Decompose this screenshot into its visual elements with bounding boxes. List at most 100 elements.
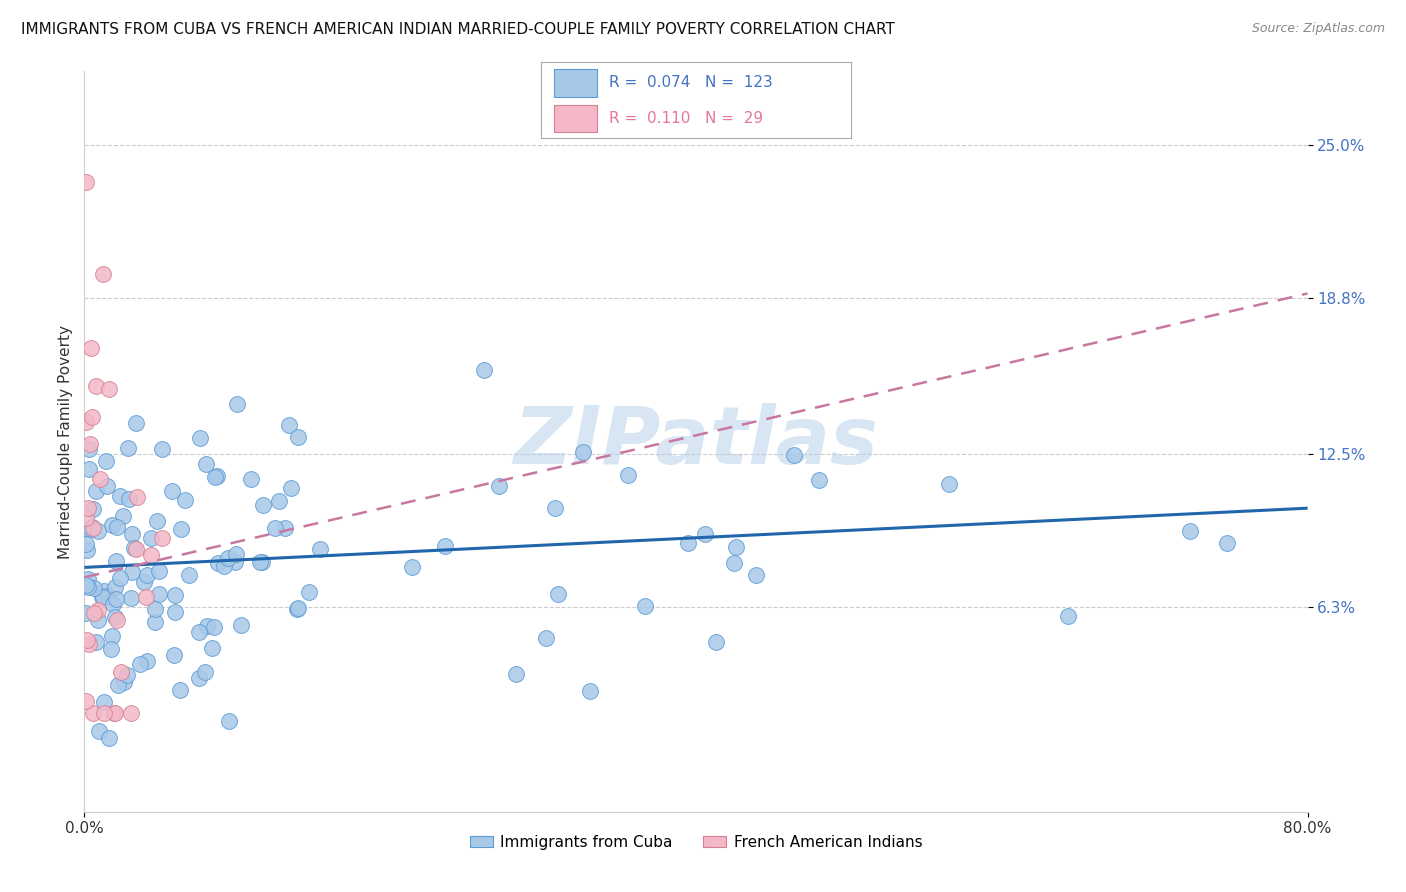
Point xyxy=(110,571,132,585)
Point xyxy=(783,449,806,463)
Point xyxy=(80,341,103,355)
Point xyxy=(267,493,290,508)
Point xyxy=(579,684,602,698)
Point xyxy=(287,600,309,615)
Point xyxy=(488,479,510,493)
Point xyxy=(100,641,122,656)
Point xyxy=(105,613,128,627)
Point xyxy=(118,492,141,507)
Point xyxy=(146,514,169,528)
Point xyxy=(110,665,132,679)
Point xyxy=(127,491,149,505)
Point xyxy=(97,731,120,745)
Point xyxy=(634,599,657,613)
Point xyxy=(150,531,173,545)
Point xyxy=(1057,609,1080,624)
Point xyxy=(433,539,456,553)
Point xyxy=(84,635,107,649)
Point xyxy=(278,418,301,433)
Point xyxy=(401,560,423,574)
Point xyxy=(80,519,103,533)
Point xyxy=(105,520,128,534)
Point xyxy=(101,597,124,611)
Point xyxy=(188,431,211,445)
Point xyxy=(693,527,716,541)
Point xyxy=(129,657,152,671)
Point xyxy=(547,587,569,601)
Point xyxy=(274,521,297,535)
Point xyxy=(121,527,143,541)
Point xyxy=(83,606,105,620)
Point xyxy=(135,568,157,582)
Point xyxy=(117,442,139,456)
Point xyxy=(150,442,173,456)
Point xyxy=(280,481,302,495)
Point xyxy=(217,551,239,566)
Point xyxy=(96,589,118,603)
Point xyxy=(207,469,229,483)
Point xyxy=(76,572,98,586)
Point xyxy=(143,615,166,629)
Point xyxy=(204,470,226,484)
Point xyxy=(97,382,120,396)
Point xyxy=(82,501,104,516)
Point xyxy=(83,582,105,596)
Point xyxy=(202,620,225,634)
Point xyxy=(93,584,115,599)
Point xyxy=(162,648,184,663)
Point xyxy=(212,559,235,574)
Point xyxy=(505,667,527,681)
Point xyxy=(250,555,273,569)
Point xyxy=(79,442,101,456)
Point xyxy=(75,176,97,190)
Point xyxy=(194,665,217,680)
Point xyxy=(111,509,134,524)
Point xyxy=(82,706,104,720)
Point xyxy=(120,591,142,605)
Point xyxy=(110,489,132,503)
Point xyxy=(148,587,170,601)
Point xyxy=(225,547,247,561)
Point xyxy=(87,724,110,739)
Point xyxy=(94,454,117,468)
Point xyxy=(121,566,143,580)
Point xyxy=(1216,536,1239,550)
Point xyxy=(104,609,127,624)
Point xyxy=(572,445,595,459)
Point xyxy=(76,632,98,647)
Point xyxy=(107,678,129,692)
Point xyxy=(240,471,263,485)
Text: IMMIGRANTS FROM CUBA VS FRENCH AMERICAN INDIAN MARRIED-COUPLE FAMILY POVERTY COR: IMMIGRANTS FROM CUBA VS FRENCH AMERICAN … xyxy=(21,22,896,37)
Point xyxy=(104,580,127,594)
Point xyxy=(76,522,98,536)
Point xyxy=(704,635,727,649)
Point xyxy=(76,543,98,558)
Point xyxy=(169,522,191,536)
Point xyxy=(169,683,191,698)
Point xyxy=(124,541,146,556)
Point xyxy=(75,577,97,591)
Point xyxy=(188,671,211,685)
Point xyxy=(141,548,163,562)
Point xyxy=(207,557,229,571)
Point xyxy=(135,590,157,604)
Point xyxy=(91,590,114,604)
Point xyxy=(264,520,287,534)
Point xyxy=(77,500,100,515)
Point xyxy=(105,591,128,606)
Point xyxy=(101,518,124,533)
Point xyxy=(87,603,110,617)
Point xyxy=(218,714,240,728)
Point xyxy=(75,510,97,524)
Point xyxy=(87,613,110,627)
Point xyxy=(79,462,101,476)
FancyBboxPatch shape xyxy=(554,105,598,132)
Point xyxy=(231,618,253,632)
Point xyxy=(91,267,114,281)
Point xyxy=(91,590,114,604)
Point xyxy=(79,436,101,450)
Point xyxy=(252,498,274,512)
Point xyxy=(104,553,127,567)
Point xyxy=(125,416,148,430)
Point xyxy=(104,706,127,720)
